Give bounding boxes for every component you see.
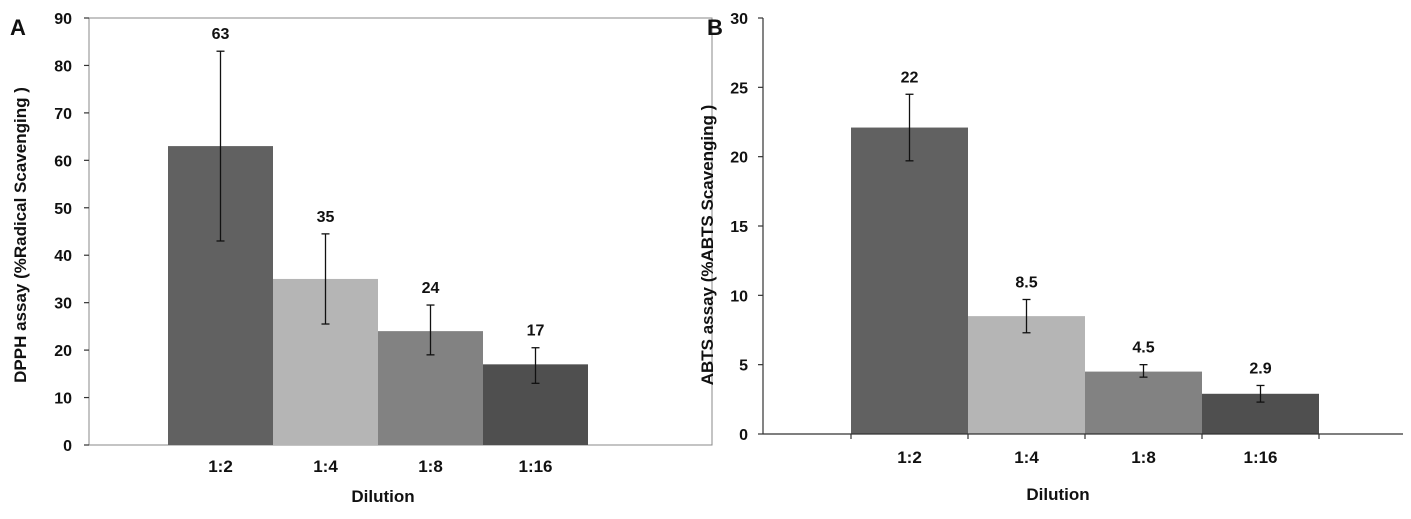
panel-b-bar-1-2 <box>851 127 968 435</box>
panel-b-error-bars <box>905 93 1265 403</box>
panel-a-y-tick-label: 30 <box>54 296 72 313</box>
panel-b-bar-1-8 <box>1085 371 1202 434</box>
panel-a-y-tick-label: 50 <box>54 201 72 218</box>
panel-a-y-tick-label: 70 <box>54 106 72 123</box>
panel-a-y-tick-label: 40 <box>54 248 72 265</box>
panel-a-y-tick-label: 80 <box>54 58 72 75</box>
panel-a-error-bar <box>531 347 540 384</box>
panel-a-error-bar <box>426 304 435 356</box>
panel-a-error-bar <box>216 50 225 242</box>
panel-a-y-tick-label: 90 <box>54 11 72 28</box>
panel-b-error-bar <box>1139 364 1148 378</box>
panel-a-letter: A <box>10 15 26 40</box>
panel-a-y-tick-label: 10 <box>54 391 72 408</box>
panel-a-category-label: 1:16 <box>518 457 552 476</box>
panel-b-bar-1-4 <box>968 316 1085 434</box>
panel-a-y-tick-label: 0 <box>63 438 72 455</box>
panel-b-y-tick-label: 25 <box>730 80 748 97</box>
panel-a-y-ticks: 0 10 20 30 40 50 60 70 80 90 <box>54 11 89 455</box>
panel-b-y-tick-label: 15 <box>730 219 748 236</box>
panel-b-bars <box>851 127 1319 435</box>
panel-a-data-label: 24 <box>422 280 440 297</box>
panel-a-data-labels: 63 35 24 17 <box>212 26 545 340</box>
panel-b-error-bar <box>1022 298 1031 334</box>
panel-b-category-label: 1:2 <box>897 448 922 467</box>
panel-b-data-label: 2.9 <box>1249 360 1271 377</box>
panel-b-y-tick-label: 20 <box>730 150 748 167</box>
panel-a-category-label: 1:2 <box>208 457 233 476</box>
panel-b-letter: B <box>707 15 723 40</box>
panel-b-data-label: 8.5 <box>1015 274 1037 291</box>
panel-b-category-label: 1:8 <box>1131 448 1156 467</box>
panel-b-category-labels: 1:2 1:4 1:8 1:16 <box>850 434 1320 467</box>
panel-a-y-tick-label: 60 <box>54 153 72 170</box>
panel-b-y-tick-label: 10 <box>730 288 748 305</box>
panel-b-x-axis-title: Dilution <box>1026 485 1089 504</box>
panel-a-data-label: 63 <box>212 26 230 43</box>
panel-a-error-bars <box>216 50 540 384</box>
panel-b-error-bar <box>1256 384 1265 403</box>
panel-a-category-label: 1:4 <box>313 457 338 476</box>
panel-a-category-label: 1:8 <box>418 457 443 476</box>
panel-a-x-axis-title: Dilution <box>351 487 414 506</box>
panel-b-y-tick-label: 0 <box>739 427 748 444</box>
panel-b-data-label: 22 <box>901 69 919 86</box>
panel-b-y-tick-label: 30 <box>730 11 748 28</box>
panel-b-category-label: 1:4 <box>1014 448 1039 467</box>
panel-b-error-bar <box>905 93 914 162</box>
panel-a-y-axis-title: DPPH assay (%Radical Scavenging ) <box>11 87 30 383</box>
panel-b-data-label: 4.5 <box>1132 340 1154 357</box>
panel-b-data-labels: 22 8.5 4.5 2.9 <box>901 69 1272 377</box>
panel-a-category-labels: 1:2 1:4 1:8 1:16 <box>208 457 552 476</box>
panel-a-y-tick-label: 20 <box>54 343 72 360</box>
panel-a-data-label: 17 <box>527 323 545 340</box>
panel-b-category-label: 1:16 <box>1243 448 1277 467</box>
panel-a-data-label: 35 <box>317 209 335 226</box>
panel-a-error-bar <box>321 233 330 325</box>
panel-b-y-ticks: 0 5 10 15 20 25 30 <box>730 11 763 444</box>
panel-a: A 0 10 20 30 40 50 60 70 80 90 63 35 24 17 1:2 1:4 1:8… <box>10 11 713 506</box>
panel-b-y-tick-label: 5 <box>739 358 748 375</box>
panel-a-bars <box>168 146 588 445</box>
panel-b-y-axis-title: ABTS assay (%ABTS Scavenging ) <box>698 105 717 386</box>
panel-b: B 0 5 10 15 20 25 30 22 8.5 4.5 2.9 1:2 1:4 1:8 1:16… <box>698 11 1403 504</box>
